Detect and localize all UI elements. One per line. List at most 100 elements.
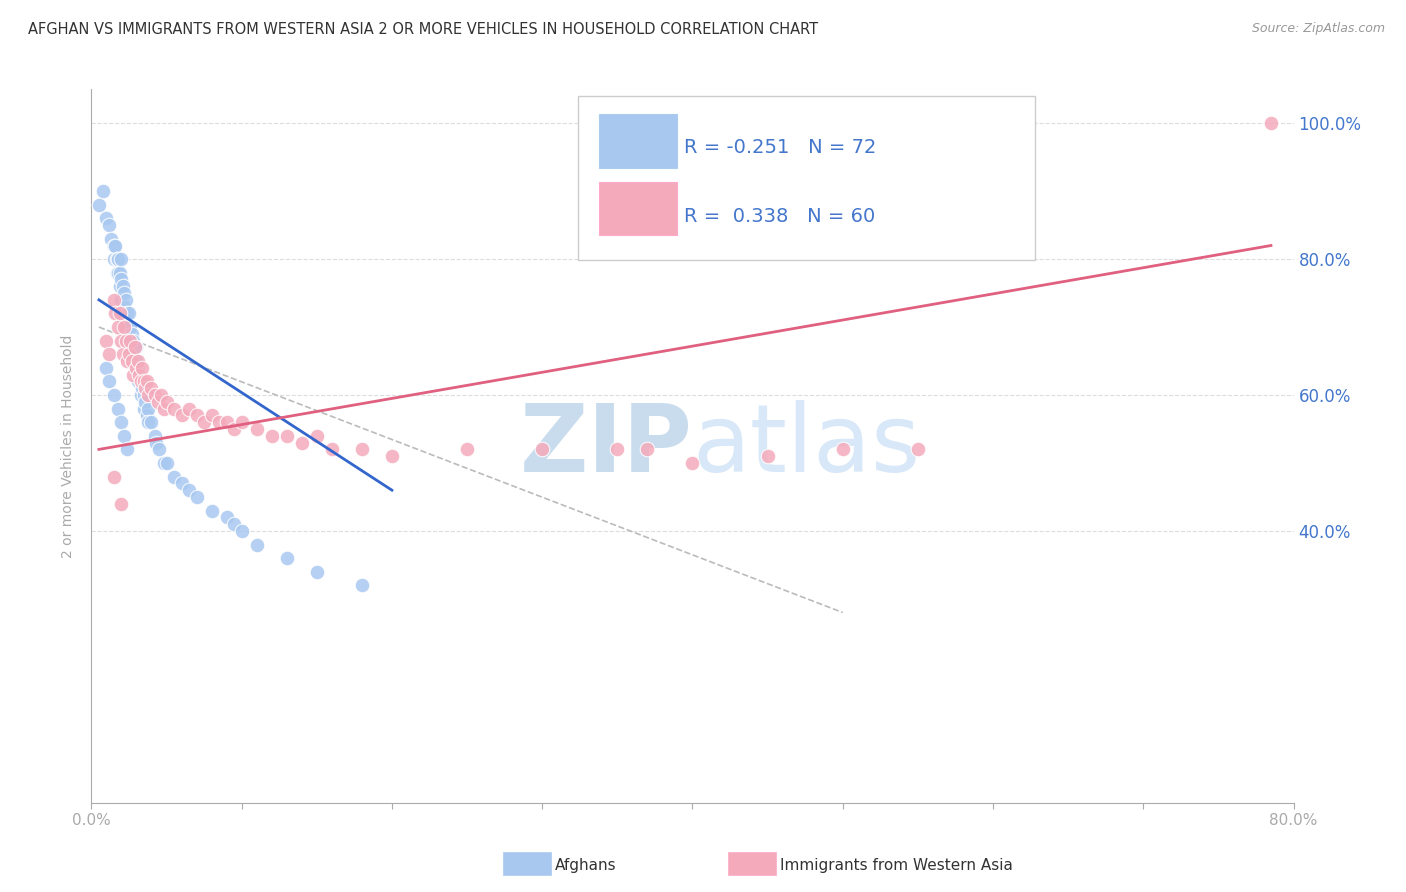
- Point: [111, 279, 134, 293]
- Point: [276, 429, 298, 443]
- Point: [606, 442, 628, 457]
- Point: [110, 334, 132, 348]
- Point: [381, 449, 404, 463]
- Text: Immigrants from Western Asia: Immigrants from Western Asia: [780, 858, 1014, 872]
- Point: [681, 456, 703, 470]
- Point: [134, 381, 156, 395]
- Point: [98, 218, 121, 232]
- Point: [201, 503, 224, 517]
- Point: [118, 334, 141, 348]
- Point: [132, 388, 155, 402]
- Point: [127, 375, 149, 389]
- Text: R = -0.251   N = 72: R = -0.251 N = 72: [685, 138, 876, 157]
- Point: [143, 388, 166, 402]
- Point: [96, 334, 118, 348]
- Text: Afghans: Afghans: [555, 858, 617, 872]
- Point: [122, 347, 145, 361]
- Point: [201, 409, 224, 423]
- Point: [531, 442, 554, 457]
- Point: [121, 341, 143, 355]
- Point: [136, 375, 159, 389]
- Point: [208, 415, 231, 429]
- Point: [114, 313, 136, 327]
- Point: [141, 415, 163, 429]
- Point: [96, 211, 118, 226]
- Point: [177, 401, 200, 416]
- FancyBboxPatch shape: [599, 114, 676, 168]
- Point: [350, 442, 373, 457]
- Point: [103, 293, 125, 307]
- Point: [121, 354, 143, 368]
- Point: [121, 326, 143, 341]
- Point: [103, 252, 125, 266]
- Point: [193, 415, 215, 429]
- Point: [107, 252, 129, 266]
- Point: [118, 320, 141, 334]
- Point: [108, 266, 131, 280]
- Point: [110, 272, 132, 286]
- Point: [129, 375, 152, 389]
- Point: [115, 334, 138, 348]
- Point: [120, 334, 142, 348]
- Point: [114, 320, 136, 334]
- Point: [103, 469, 125, 483]
- Text: ZIP: ZIP: [520, 400, 692, 492]
- Point: [103, 238, 125, 252]
- Point: [149, 388, 172, 402]
- Point: [138, 401, 160, 416]
- Text: R =  0.338   N = 60: R = 0.338 N = 60: [685, 207, 876, 226]
- Point: [231, 524, 253, 538]
- Y-axis label: 2 or more Vehicles in Household: 2 or more Vehicles in Household: [62, 334, 76, 558]
- Point: [136, 409, 159, 423]
- Point: [107, 401, 129, 416]
- Point: [224, 517, 246, 532]
- Point: [215, 510, 238, 524]
- Point: [132, 401, 155, 416]
- Point: [138, 388, 160, 402]
- Point: [114, 286, 136, 301]
- Point: [246, 422, 269, 436]
- Point: [110, 497, 132, 511]
- Point: [907, 442, 929, 457]
- Point: [104, 306, 127, 320]
- Point: [124, 354, 146, 368]
- Point: [115, 293, 138, 307]
- Point: [231, 415, 253, 429]
- Point: [127, 360, 149, 375]
- Point: [117, 442, 139, 457]
- Point: [155, 394, 177, 409]
- Point: [104, 238, 127, 252]
- Point: [224, 422, 246, 436]
- Point: [117, 306, 139, 320]
- Point: [128, 368, 150, 382]
- Point: [107, 266, 129, 280]
- Point: [120, 320, 142, 334]
- Point: [87, 198, 110, 212]
- Point: [350, 578, 373, 592]
- Point: [103, 388, 125, 402]
- Point: [145, 435, 167, 450]
- Point: [122, 334, 145, 348]
- Point: [260, 429, 283, 443]
- Point: [756, 449, 779, 463]
- Point: [107, 320, 129, 334]
- Point: [305, 565, 328, 579]
- Point: [105, 252, 128, 266]
- Point: [276, 551, 298, 566]
- Point: [321, 442, 343, 457]
- Point: [246, 537, 269, 551]
- Point: [170, 409, 193, 423]
- Point: [110, 415, 132, 429]
- Point: [111, 347, 134, 361]
- Point: [163, 469, 186, 483]
- Point: [636, 442, 658, 457]
- Point: [143, 429, 166, 443]
- Point: [186, 409, 208, 423]
- Point: [163, 401, 186, 416]
- Point: [125, 360, 148, 375]
- Text: atlas: atlas: [692, 400, 921, 492]
- Point: [1260, 116, 1282, 130]
- Point: [148, 442, 170, 457]
- Point: [114, 300, 136, 314]
- Point: [125, 341, 148, 355]
